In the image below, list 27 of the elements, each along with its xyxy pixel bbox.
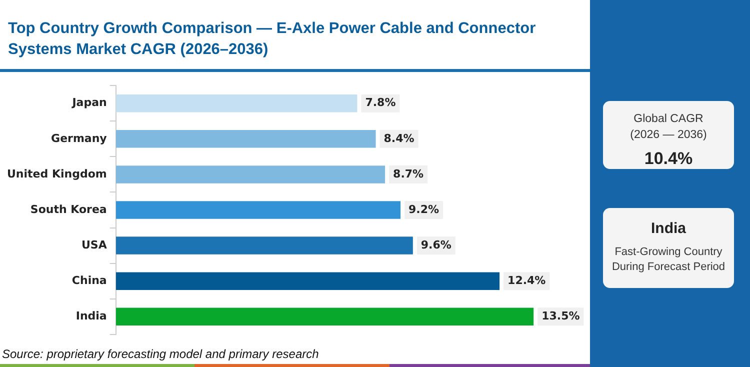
bar [116,130,376,148]
text: 10.4% [643,149,694,169]
text: Fast-Growing Country During Forecast Period [610,245,726,275]
y-tick-label: India [76,309,107,322]
text: India [650,220,687,237]
data-label: 12.4% [508,274,546,287]
y-tick-label: South Korea [30,202,107,216]
bar [116,201,401,219]
bar [116,166,386,184]
y-tick-label: United Kingdom [6,167,107,180]
y-tick-label: China [72,274,107,287]
source-note: Source: proprietary forecasting model and primary research [2,347,319,361]
y-tick-label: USA [81,238,108,252]
y-tick-label: Japan [71,96,107,110]
bar [116,272,500,290]
chart-title: Top Country Growth Comparison — E-Axle Power Cable and Connector Systems Market CAGR (2026–2036) [8,19,537,60]
bar [116,94,358,112]
data-label: 8.4% [384,132,414,145]
bar [116,308,534,326]
data-label: 8.7% [393,167,424,180]
bar [116,236,413,254]
data-label: 13.5% [542,309,580,322]
data-label: 9.6% [420,238,452,252]
text: Global CAGR (2026 — 2036) [629,112,708,143]
data-label: 9.2% [408,202,440,216]
data-label: 7.8% [365,96,396,110]
y-tick-label: Germany [51,132,107,145]
